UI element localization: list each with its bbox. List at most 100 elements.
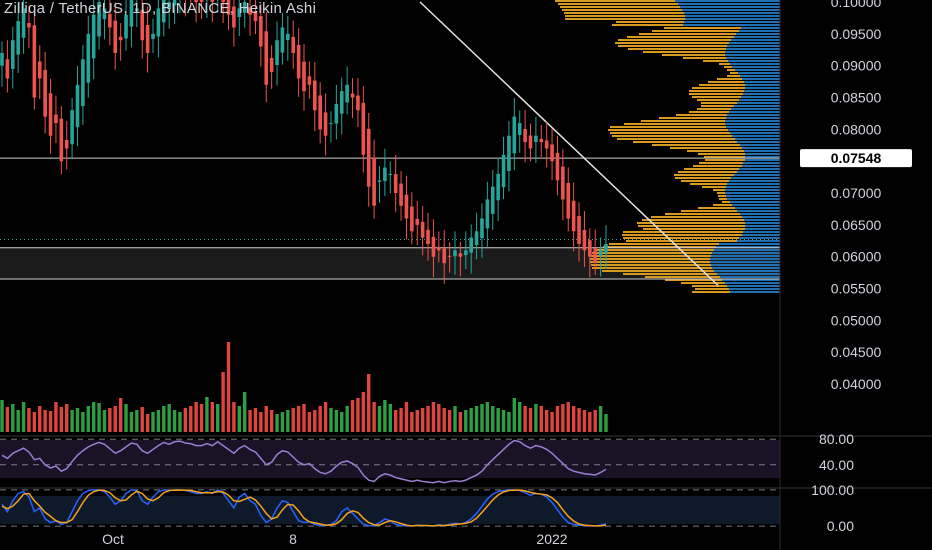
stoch-tick-label: 100.00 xyxy=(811,482,854,498)
vp-bar-down xyxy=(722,201,730,203)
volume-bar xyxy=(491,406,495,432)
vp-bar-up xyxy=(740,213,780,215)
volume-bar xyxy=(54,402,58,432)
volume-bar xyxy=(65,404,69,432)
volume-bar xyxy=(604,414,608,432)
vp-bar-down xyxy=(693,165,742,167)
vp-bar-up xyxy=(731,177,780,179)
candle-body xyxy=(501,154,506,188)
rsi-line xyxy=(1,439,607,484)
vp-bar-down xyxy=(623,237,739,239)
volume-bar xyxy=(350,400,355,432)
vp-bar-down xyxy=(703,60,728,62)
vp-bar-up xyxy=(735,69,780,71)
vp-bar-down xyxy=(692,291,730,293)
candle-body xyxy=(5,59,10,79)
candle-body xyxy=(253,11,258,22)
candle-body xyxy=(21,8,26,38)
candle-body xyxy=(275,40,279,66)
volume-bar xyxy=(21,402,26,432)
vp-bar-up xyxy=(682,9,780,11)
vp-bar-up xyxy=(736,33,780,35)
vp-bar-up xyxy=(725,120,780,122)
vp-bar-down xyxy=(702,186,726,188)
volume-bar xyxy=(318,406,322,432)
volume-bar xyxy=(523,406,527,432)
volume-bar xyxy=(216,404,220,432)
candle-body xyxy=(561,166,565,200)
vp-bar-down xyxy=(637,222,745,224)
vp-bar-up xyxy=(685,15,780,17)
candle-body xyxy=(210,0,215,2)
vp-bar-up xyxy=(725,51,780,53)
vp-bar-down xyxy=(689,90,744,92)
vp-bar-up xyxy=(745,159,780,161)
vp-bar-down xyxy=(699,162,743,164)
volume-bar xyxy=(210,402,215,432)
candle-body xyxy=(124,14,128,39)
vp-bar-down xyxy=(681,210,737,212)
vp-bar-up xyxy=(710,261,780,263)
vp-bar-up xyxy=(712,252,780,254)
volume-bar xyxy=(248,410,252,432)
candle-body xyxy=(43,69,47,117)
volume-bar xyxy=(555,406,560,432)
volume-bar xyxy=(91,402,96,432)
rsi-tick-label: 80.00 xyxy=(819,431,854,447)
vp-bar-down xyxy=(591,264,711,266)
candle-body xyxy=(410,206,414,232)
price-tick-label: 0.05000 xyxy=(831,312,882,328)
vp-bar-down xyxy=(687,150,744,152)
vp-bar-up xyxy=(737,240,780,242)
candle-body xyxy=(550,144,554,162)
vp-bar-down xyxy=(701,105,734,107)
volume-bar xyxy=(480,404,484,432)
candle-body xyxy=(135,8,139,12)
vp-bar-down xyxy=(641,120,725,122)
volume-bar xyxy=(199,404,204,432)
vp-bar-up xyxy=(727,114,780,116)
volume-bar xyxy=(410,412,414,432)
volume-bar xyxy=(588,412,592,432)
vp-bar-down xyxy=(603,246,716,248)
candle-body xyxy=(490,186,495,214)
volume-profile xyxy=(555,0,780,293)
volume-bar xyxy=(420,408,425,432)
candle-body xyxy=(474,231,479,246)
candle-body xyxy=(172,0,177,6)
vp-bar-down xyxy=(719,63,730,65)
volume-bar xyxy=(485,402,490,432)
candle-body xyxy=(64,139,69,149)
vp-bar-up xyxy=(734,36,780,38)
volume-bar xyxy=(571,406,576,432)
volume-bar xyxy=(437,404,441,432)
candle-body xyxy=(129,0,134,27)
candle-body xyxy=(102,8,107,20)
vp-bar-down xyxy=(727,75,740,77)
vp-bar-down xyxy=(628,48,726,50)
vp-bar-down xyxy=(692,87,745,89)
vp-bar-down xyxy=(665,279,722,281)
volume-bar xyxy=(566,402,570,432)
vp-bar-up xyxy=(726,195,780,197)
candle-body xyxy=(312,80,317,111)
vp-bar-down xyxy=(705,159,745,161)
vp-bar-down xyxy=(651,216,742,218)
vp-bar-up xyxy=(741,96,780,98)
vp-bar-down xyxy=(692,96,741,98)
volume-bar xyxy=(48,411,53,432)
candle-body xyxy=(415,218,420,225)
price-tick-label: 0.05500 xyxy=(831,281,882,297)
vp-bar-down xyxy=(592,252,712,254)
candle-body xyxy=(453,250,457,257)
price-tick-label: 0.08000 xyxy=(831,121,882,137)
vp-bar-up xyxy=(738,72,780,74)
vp-bar-up xyxy=(716,246,780,248)
candle-body xyxy=(447,255,452,257)
candle-body xyxy=(108,13,112,28)
candle-body xyxy=(113,20,118,53)
vp-bar-down xyxy=(683,57,726,59)
vp-bar-down xyxy=(560,6,680,8)
vp-bar-up xyxy=(711,255,780,257)
